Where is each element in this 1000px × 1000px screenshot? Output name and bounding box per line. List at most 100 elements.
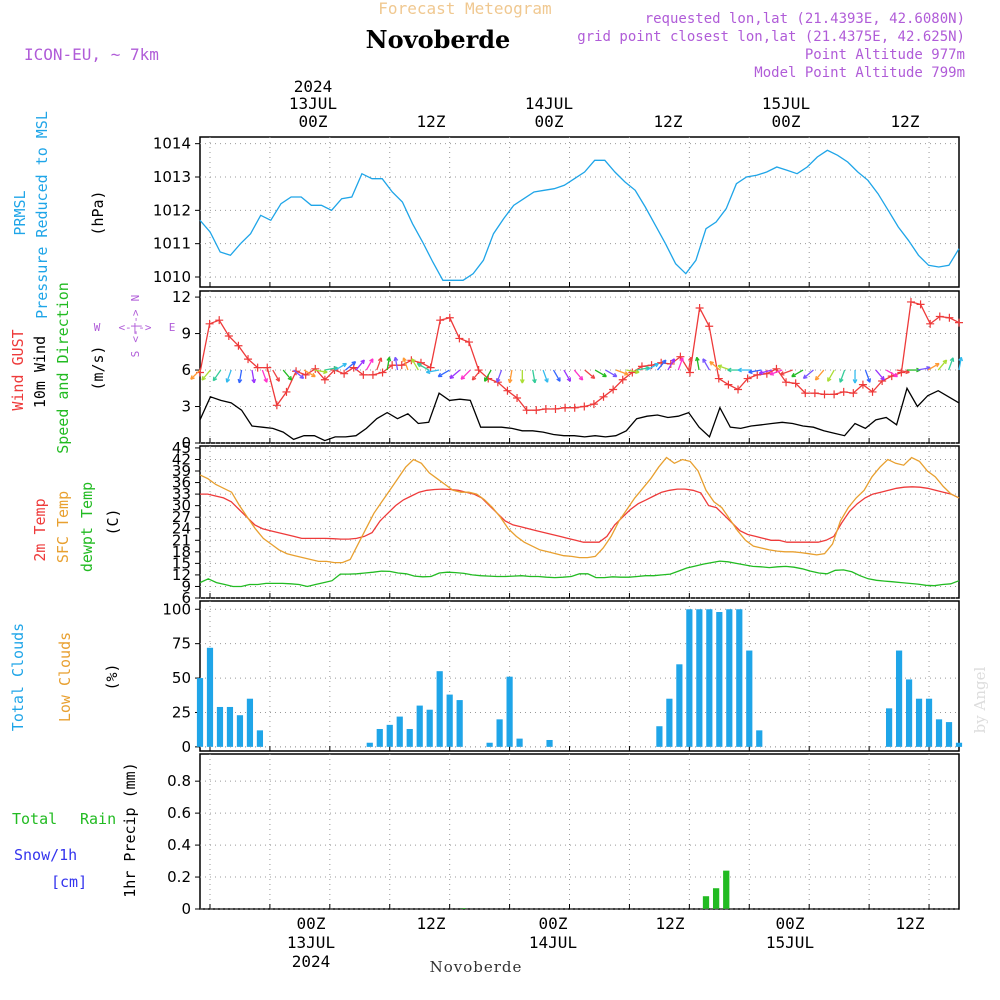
y-tick-label: 0 bbox=[181, 900, 191, 918]
wind-arrow-head bbox=[893, 372, 899, 378]
y-tick-label: 0.2 bbox=[167, 868, 191, 886]
panel-frame bbox=[199, 290, 960, 444]
wind-arrow-head bbox=[635, 369, 640, 375]
wind-arrow bbox=[605, 369, 618, 378]
y-tick-label: 1014 bbox=[153, 135, 191, 153]
gust-marker bbox=[244, 355, 253, 364]
wind-arrow-head bbox=[393, 356, 399, 362]
gust-marker bbox=[801, 389, 810, 398]
label-speed-dir: Speed and Direction bbox=[54, 282, 72, 454]
bar-total-rain bbox=[459, 908, 467, 910]
bar-total-clouds bbox=[736, 609, 743, 747]
wind-arrow bbox=[780, 369, 793, 376]
wind-arrow-head bbox=[425, 369, 431, 375]
wind-arrow bbox=[402, 357, 409, 371]
top-time-3: 00Z bbox=[535, 112, 564, 131]
gust-marker bbox=[791, 379, 800, 388]
gust-marker bbox=[205, 319, 214, 328]
grid-point-coords: grid point closest lon,lat (21.4375E, 42… bbox=[577, 29, 965, 45]
point-altitude: Point Altitude 977m bbox=[805, 47, 965, 63]
bottom-date-2: 14JUL bbox=[529, 933, 577, 952]
wind-arrow bbox=[293, 369, 304, 379]
wind-arrow-head bbox=[935, 362, 940, 368]
wind-arrow-head bbox=[624, 371, 629, 376]
wind-arrow bbox=[864, 369, 871, 383]
bottom-time-3: 00Z bbox=[539, 914, 568, 933]
top-year: 2024 bbox=[294, 77, 333, 96]
y-tick-label: 1010 bbox=[153, 268, 191, 286]
compass-n: N bbox=[129, 295, 142, 302]
wind-arrow-head bbox=[437, 372, 443, 378]
bottom-date-3: 15JUL bbox=[766, 933, 814, 952]
bar-total-clouds bbox=[955, 742, 963, 747]
wind-arrow-head bbox=[802, 374, 808, 380]
wind-arrow bbox=[827, 369, 835, 382]
bottom-year: 2024 bbox=[292, 952, 331, 971]
wind-arrow bbox=[646, 362, 659, 371]
gust-marker bbox=[724, 380, 733, 389]
wind-arrow-head bbox=[769, 371, 775, 376]
wind-arrow bbox=[437, 369, 450, 378]
gust-marker bbox=[455, 334, 464, 343]
wind-arrow bbox=[696, 357, 700, 371]
wind-arrow bbox=[212, 369, 222, 382]
y-tick-label: 25 bbox=[172, 703, 191, 721]
y-tick-label: 1013 bbox=[153, 168, 191, 186]
gust-marker bbox=[618, 375, 627, 384]
gust-marker bbox=[714, 374, 723, 383]
bar-total-clouds bbox=[486, 742, 493, 747]
wind-arrow-head bbox=[212, 376, 218, 382]
wind-arrow bbox=[460, 369, 471, 380]
series-line-2m-temp bbox=[200, 486, 960, 543]
gust-marker bbox=[830, 390, 839, 399]
bar-total-clouds bbox=[686, 609, 693, 747]
y-tick-label: 3 bbox=[181, 398, 191, 416]
wind-arrow-head bbox=[507, 378, 513, 384]
gust-marker bbox=[378, 368, 387, 377]
series-line-sfc-temp bbox=[199, 456, 960, 564]
wind-arrow bbox=[958, 357, 962, 371]
bar-total-clouds bbox=[226, 706, 234, 747]
gust-marker bbox=[906, 297, 915, 306]
wind-arrow bbox=[615, 369, 629, 376]
wind-arrow-head bbox=[702, 358, 707, 363]
model-label: ICON-EU, ~ 7km bbox=[24, 45, 159, 64]
bar-total-clouds bbox=[406, 728, 413, 747]
label-precip: 1hr Precip (mm) bbox=[121, 762, 139, 897]
wind-arrow bbox=[677, 357, 684, 371]
gust-marker bbox=[234, 341, 243, 350]
gust-marker bbox=[388, 361, 397, 370]
gust-marker bbox=[580, 402, 589, 411]
label-hpa: (hPa) bbox=[89, 190, 107, 235]
gust-marker bbox=[503, 386, 512, 395]
gust-marker bbox=[609, 385, 618, 394]
gust-marker bbox=[561, 403, 570, 412]
wind-arrow-head bbox=[449, 374, 455, 380]
wind-arrow bbox=[303, 369, 316, 378]
wind-arrow-head bbox=[602, 372, 607, 378]
wind-arrow-head bbox=[578, 375, 584, 381]
gust-marker bbox=[253, 363, 262, 372]
bar-total-clouds bbox=[756, 730, 763, 747]
wind-arrow bbox=[896, 369, 910, 373]
y-tick-label: 30 bbox=[172, 497, 191, 515]
compass-e: E bbox=[169, 321, 176, 334]
bar-total-clouds bbox=[676, 664, 683, 747]
wind-arrow-head bbox=[866, 378, 872, 383]
wind-arrow bbox=[947, 357, 954, 371]
gust-marker bbox=[868, 387, 877, 396]
bar-total-clouds bbox=[726, 609, 733, 747]
gust-marker bbox=[513, 394, 522, 403]
bar-total-clouds bbox=[925, 698, 933, 747]
bar-total-clouds bbox=[206, 647, 214, 747]
bar-total-clouds bbox=[935, 719, 943, 747]
wind-arrow bbox=[917, 367, 931, 371]
wind-arrow bbox=[282, 369, 293, 381]
wind-arrow-head bbox=[275, 377, 280, 382]
gust-marker bbox=[897, 368, 906, 377]
gust-marker bbox=[743, 374, 752, 383]
bar-total-clouds bbox=[436, 671, 443, 747]
wind-arrow-head bbox=[661, 359, 667, 365]
top-date-2: 14JUL bbox=[525, 94, 573, 113]
